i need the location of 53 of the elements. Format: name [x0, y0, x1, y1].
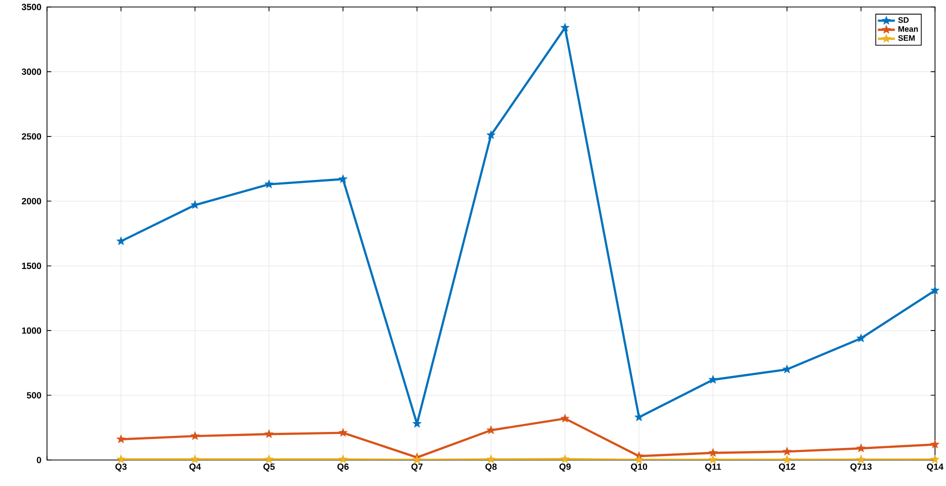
point — [486, 130, 496, 139]
point — [116, 454, 126, 464]
y-tick-label: 3500 — [22, 4, 42, 10]
y-tick-label: 1500 — [22, 262, 42, 270]
point — [560, 454, 570, 463]
point — [930, 286, 940, 294]
point — [412, 419, 422, 428]
point — [634, 412, 644, 422]
point — [338, 454, 348, 464]
point — [560, 414, 570, 422]
point — [338, 428, 348, 437]
point — [264, 454, 274, 464]
x-tick-label: Q3 — [115, 464, 127, 472]
point — [782, 364, 792, 374]
y-tick-label: 2500 — [22, 133, 42, 140]
point — [634, 455, 644, 464]
point — [338, 174, 348, 183]
point — [264, 429, 274, 438]
x-tick-label: Q8 — [485, 464, 497, 472]
point — [856, 454, 866, 464]
x-tick-label: Q12 — [778, 464, 796, 472]
point — [116, 434, 126, 444]
x-tick-label: Q11 — [705, 464, 721, 472]
point — [708, 448, 718, 457]
y-tick-label: 1000 — [22, 327, 42, 334]
point — [560, 23, 570, 32]
x-tick-label: Q10 — [630, 464, 648, 472]
point — [116, 236, 126, 246]
x-tick-label: Q7 — [411, 464, 423, 472]
point — [190, 431, 200, 440]
x-tick-label: Q9 — [559, 464, 571, 472]
x-tick-label: Q14 — [926, 464, 944, 472]
point — [708, 375, 718, 384]
point — [486, 426, 496, 434]
y-tick-label: 500 — [26, 392, 42, 398]
point — [782, 455, 792, 464]
y-tick-label: 0 — [36, 456, 42, 464]
point — [930, 454, 940, 464]
point — [708, 455, 718, 464]
point — [486, 454, 496, 464]
y-tick-label: 3000 — [22, 68, 42, 75]
x-tick-label: Q5 — [263, 464, 275, 472]
x-tick-label: Q713 — [850, 464, 872, 472]
point — [856, 444, 866, 452]
point — [190, 454, 200, 464]
x-tick-label: Q6 — [337, 464, 349, 472]
y-tick-label: 2000 — [22, 198, 42, 204]
point — [930, 440, 940, 448]
point — [782, 446, 792, 456]
x-tick-label: Q4 — [189, 464, 201, 472]
point — [264, 180, 274, 188]
point — [412, 455, 422, 464]
point — [856, 334, 866, 342]
